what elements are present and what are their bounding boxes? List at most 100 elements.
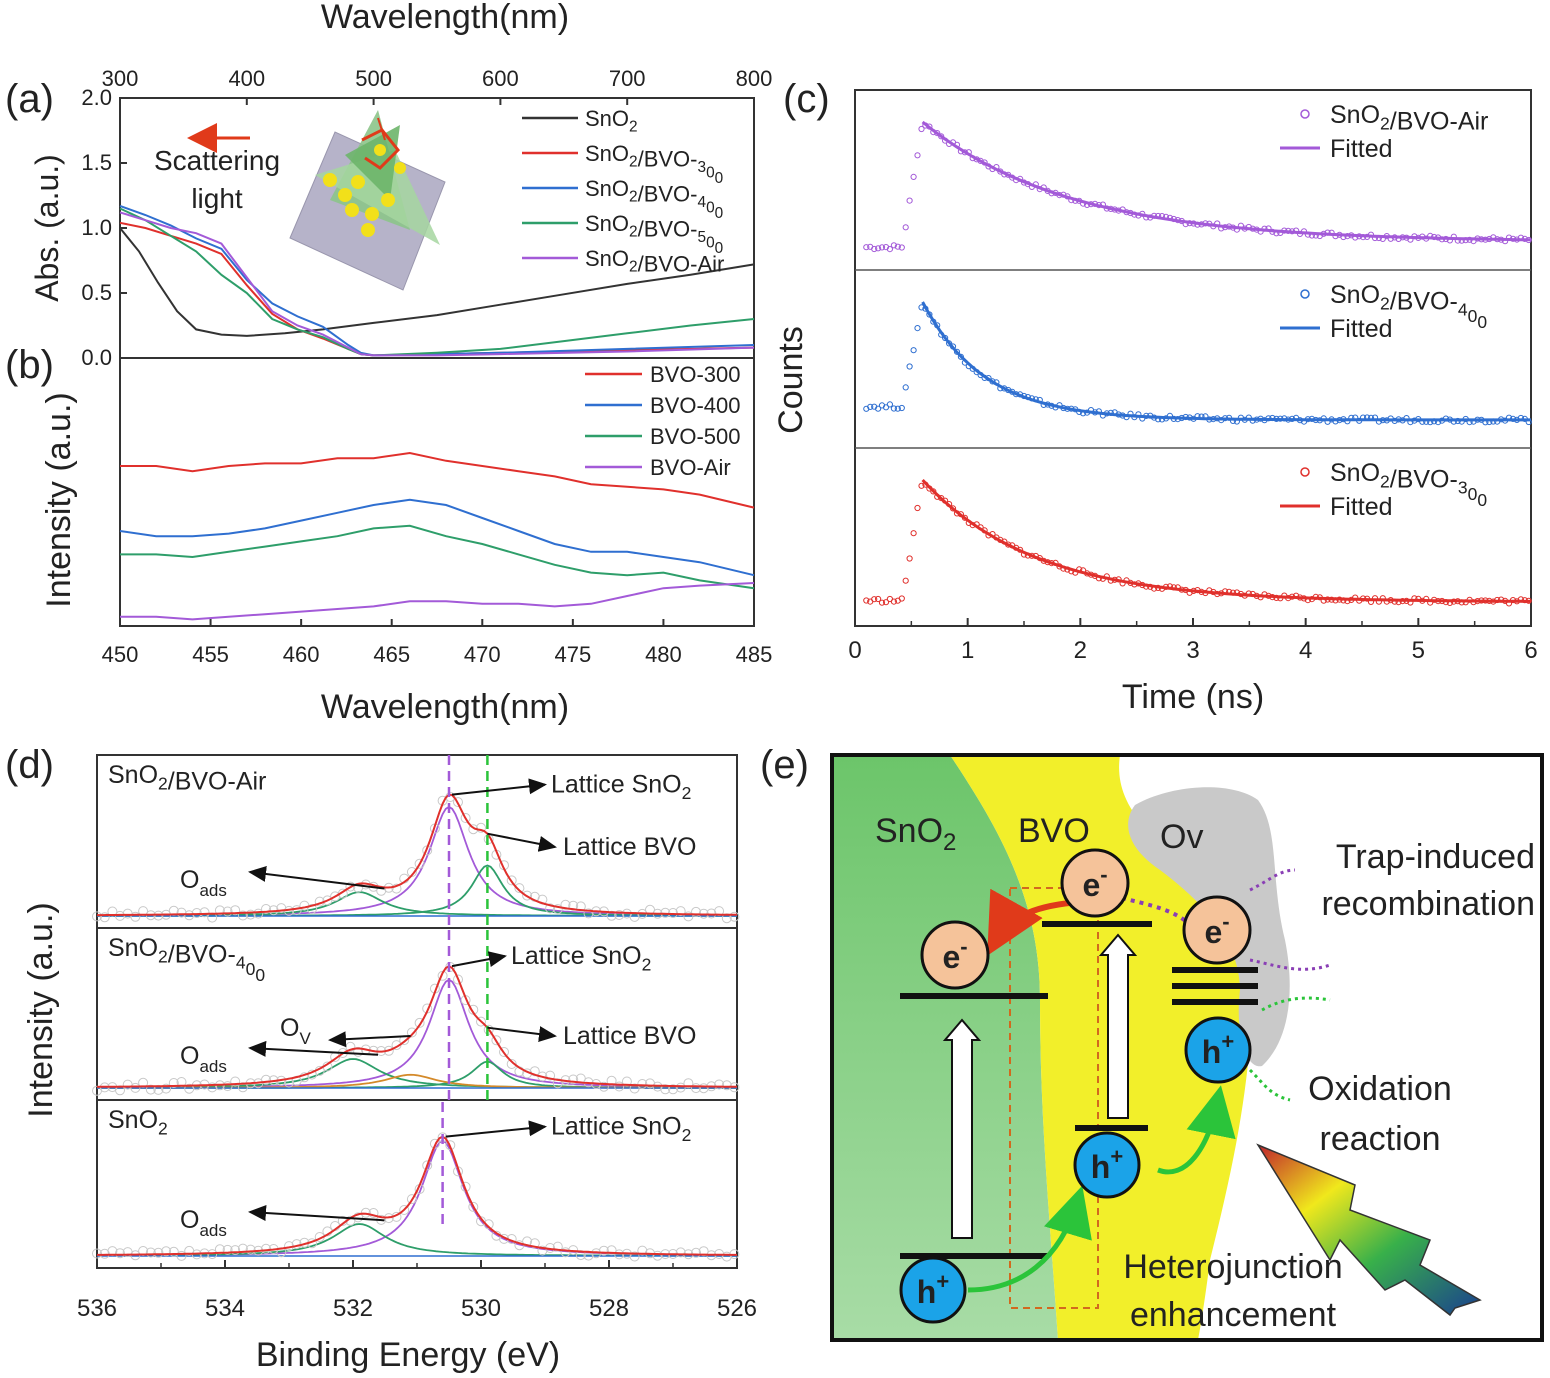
chart-d-xtick-label: 526 (717, 1295, 757, 1322)
chart-d-raw-point (353, 1212, 364, 1223)
chart-d-raw-point (429, 1138, 440, 1149)
hole-bvo: h+ (1073, 1131, 1141, 1199)
chart-a-ylabel: Abs. (a.u.) (29, 154, 65, 302)
chart-d-raw-point (145, 1084, 156, 1095)
chart-d-raw-point (583, 908, 594, 919)
chart-d-raw-point (322, 895, 333, 906)
chart-c-legend-marker (1300, 467, 1310, 477)
chart-d-raw-point (637, 1079, 648, 1089)
chart-d-raw-point (476, 1016, 486, 1027)
chart-a-xtick-label: 500 (355, 66, 392, 91)
chart-d-raw-point (629, 1251, 640, 1262)
light-bolt (1256, 1143, 1482, 1317)
chart-c-data-point (875, 245, 882, 252)
chart-d-xtick-label: 532 (333, 1295, 373, 1322)
chart-a-xlabel: Wavelength(nm) (321, 0, 569, 36)
chart-c-data-point (886, 246, 894, 253)
chart-d-subpanel-title: SnO2/BVO-400 (108, 934, 265, 985)
chart-b-xticks: 450 455 460 465 470 475 480 485 (102, 619, 772, 667)
svg-text:h+: h+ (1091, 1144, 1123, 1185)
chart-d-raw-point (237, 910, 248, 921)
chart-d-raw-point (598, 1081, 609, 1092)
chart-a-xticks: 300 400 500 600 700 800 (102, 66, 773, 105)
chart-d-raw-point (529, 1238, 540, 1249)
chart-d-raw-point (537, 1245, 548, 1256)
chart-d-raw-point (545, 1070, 556, 1081)
chart-c-data-point (882, 599, 890, 606)
hole-sno2: h+ (899, 1256, 967, 1324)
chart-c-data-point (890, 405, 898, 412)
chart-d-raw-point (222, 1244, 233, 1255)
chart-d-raw-point (721, 1080, 732, 1091)
chart-c-data-point (918, 482, 925, 489)
chart-d-raw-point (476, 822, 486, 833)
chart-c-data-point (914, 152, 921, 159)
chart-d-annotation-arrow (248, 866, 385, 890)
chart-a-legend-label: SnO2/BVO-400 (585, 176, 723, 222)
chart-d-raw-point (614, 1249, 625, 1260)
chart-d-raw-point (568, 1074, 579, 1085)
chart-c-fit-line (921, 120, 1532, 242)
chart-d-raw-point (614, 1081, 625, 1092)
chart-c-ylabel: Counts (772, 326, 810, 434)
panel-label-c: (c) (783, 77, 830, 121)
chart-c-data-point (875, 405, 882, 412)
electron-sno2: e- (920, 920, 990, 990)
chart-a-ytick-label: 0.0 (81, 345, 112, 370)
chart-d-raw-point (222, 1081, 233, 1092)
chart-a-xtick-label: 700 (609, 66, 646, 91)
trap-levels (1172, 967, 1258, 1005)
chart-c-legend-label: SnO2/BVO-Air (1330, 101, 1488, 135)
chart-b-series-line (120, 524, 755, 590)
hole-transfer-arrow-1 (967, 1185, 1092, 1293)
chart-d-raw-point (184, 910, 195, 921)
chart-d-raw-point (414, 1017, 425, 1028)
chart-c-data-point (918, 125, 925, 133)
chart-c-data-point (894, 405, 901, 412)
chart-d-raw-point (92, 911, 102, 922)
chart-d-xtick-label: 528 (589, 1295, 629, 1322)
excitation-arrow-sno2 (942, 1018, 982, 1239)
chart-a-legend: SnO2 SnO2/BVO-300SnO2/BVO-400SnO2/BVO-500… (522, 106, 724, 277)
chart-d-raw-point (714, 1079, 725, 1090)
chart-d-raw-point (153, 1247, 164, 1258)
chart-c-xtick-label: 6 (1524, 637, 1537, 664)
chart-d-raw-point (453, 974, 463, 985)
chart-b-series-line (120, 582, 755, 621)
chart-c-data-point (886, 401, 894, 408)
trap-text-2: recombination (1321, 885, 1535, 923)
chart-c-fit-line (921, 478, 1531, 603)
chart-d-raw-point (552, 1241, 563, 1252)
hetero-text-2: enhancement (1130, 1296, 1337, 1334)
chart-d-raw-point (307, 903, 317, 914)
chart-b-legend-label: BVO-400 (650, 393, 741, 418)
chart-c-legend-marker (1300, 109, 1310, 119)
chart-c-data-point (882, 404, 890, 411)
chart-c-data-point (890, 242, 898, 249)
chart-d-raw-point (652, 1250, 663, 1261)
chart-a-xtick-label: 600 (482, 66, 519, 91)
panel-label-e: (e) (760, 743, 809, 787)
chart-c-legend-fit-label: Fitted (1330, 315, 1393, 343)
chart-d-raw-point (614, 910, 625, 920)
svg-text:e-: e- (1204, 909, 1229, 950)
scattering-text-1: Scattering (154, 145, 280, 176)
chart-d-raw-point (721, 1251, 732, 1262)
svg-text:h+: h+ (1202, 1029, 1234, 1070)
chart-d-raw-point (460, 813, 471, 823)
chart-d-raw-point (168, 1246, 179, 1257)
chart-c-data-point (863, 597, 870, 604)
chart-b-series-line (119, 498, 755, 577)
chart-d-raw-point (115, 1248, 125, 1259)
chart-b-xtick-label: 470 (464, 642, 501, 667)
chart-d-raw-point (199, 907, 210, 918)
oxidation-text-1: Oxidation (1308, 1070, 1452, 1108)
chart-c-data-point (930, 488, 937, 495)
chart-d-raw-point (230, 905, 241, 916)
chart-c-data-point (910, 530, 917, 537)
chart-a-legend-label: SnO2/BVO-300 (585, 141, 723, 187)
chart-d-annotation-arrow (248, 1205, 385, 1222)
chart-a-xtick-label: 800 (736, 66, 773, 91)
chart-c-xtick-label: 2 (1074, 637, 1087, 664)
